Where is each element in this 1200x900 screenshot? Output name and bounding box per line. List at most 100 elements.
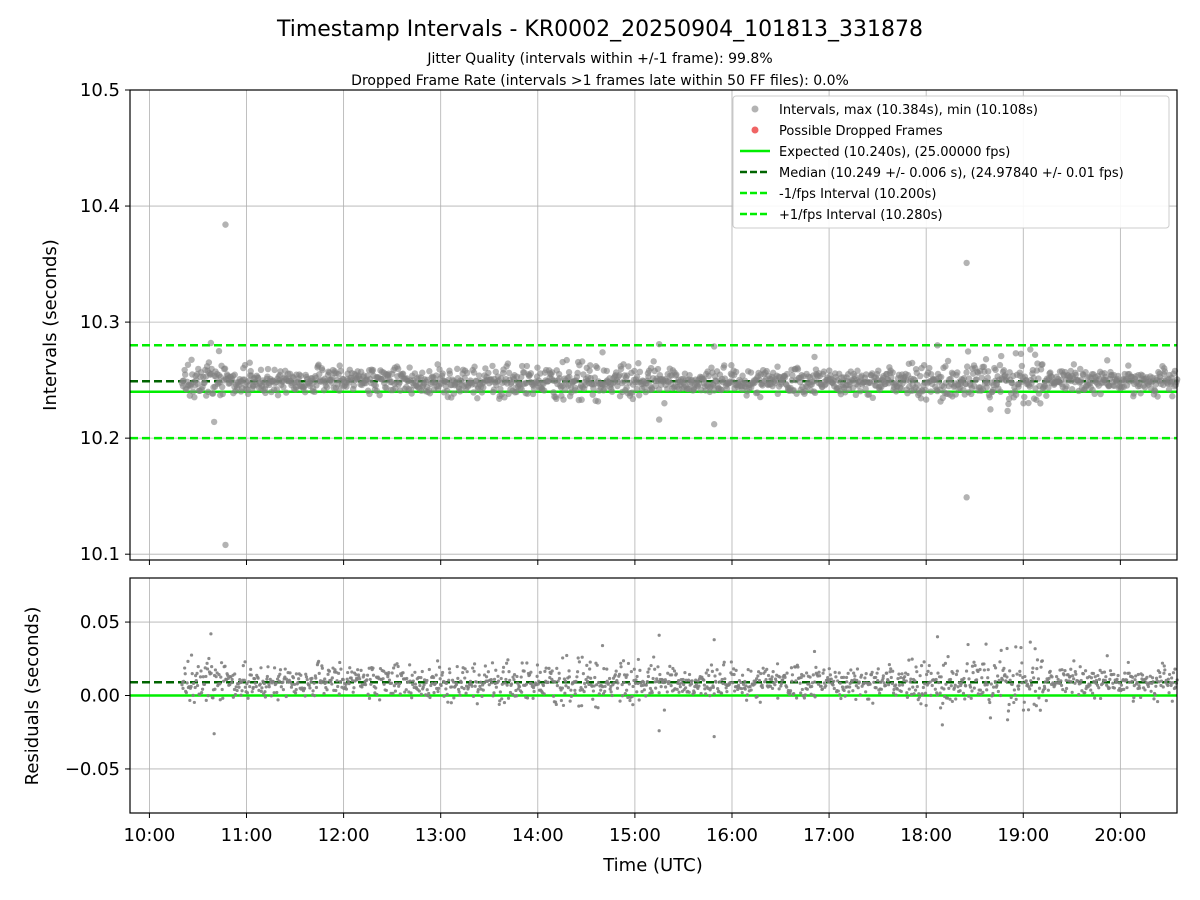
data-point	[678, 685, 682, 689]
data-point	[1078, 665, 1082, 669]
data-point	[494, 668, 498, 672]
data-point	[681, 677, 685, 682]
data-point	[914, 381, 921, 388]
data-point	[470, 389, 477, 396]
data-point	[297, 677, 301, 681]
data-point	[508, 690, 513, 695]
data-point	[487, 683, 491, 687]
data-point	[1025, 682, 1030, 686]
data-point	[998, 693, 1003, 698]
data-point	[867, 697, 871, 701]
data-point	[627, 682, 631, 686]
data-point	[408, 390, 415, 397]
data-point	[394, 365, 402, 373]
data-point	[951, 671, 955, 675]
data-point	[473, 684, 477, 688]
data-point	[1171, 681, 1175, 685]
data-point	[619, 661, 623, 665]
data-point	[819, 684, 823, 688]
data-point	[829, 677, 833, 681]
data-point	[987, 406, 994, 413]
data-point	[245, 691, 250, 695]
data-point	[419, 369, 426, 376]
data-point	[440, 673, 444, 677]
data-point	[428, 695, 432, 700]
data-point	[506, 696, 511, 700]
data-point	[1018, 669, 1022, 673]
data-point	[314, 685, 319, 690]
data-point	[822, 668, 826, 672]
data-point	[775, 662, 780, 666]
data-point	[739, 372, 746, 379]
data-point	[330, 682, 334, 686]
data-point	[708, 364, 715, 371]
data-point-outlier	[982, 356, 990, 363]
data-point	[579, 358, 586, 365]
data-point	[601, 692, 606, 696]
data-point	[740, 691, 744, 695]
data-point	[1166, 677, 1170, 681]
data-point	[462, 687, 466, 691]
data-point	[554, 702, 558, 707]
data-point	[1072, 677, 1076, 681]
data-point	[1125, 686, 1129, 690]
data-point	[468, 679, 473, 683]
data-point	[437, 686, 441, 690]
data-point	[879, 687, 884, 691]
data-point	[1102, 670, 1107, 674]
data-point	[490, 681, 494, 685]
data-point	[1161, 368, 1169, 375]
data-point	[908, 680, 912, 684]
data-point	[702, 678, 706, 682]
data-point	[450, 685, 454, 689]
data-point	[1156, 699, 1160, 704]
data-point	[912, 692, 916, 696]
data-point	[581, 672, 585, 676]
intervals-y-ticks: 10.1 10.2 10.3 10.4 10.5	[80, 80, 130, 565]
data-point	[715, 668, 719, 672]
data-point	[372, 382, 379, 389]
data-point	[613, 673, 617, 677]
data-point	[346, 670, 350, 675]
data-point	[1048, 373, 1056, 381]
data-point	[923, 691, 928, 695]
data-point	[525, 696, 530, 700]
data-point	[579, 685, 583, 690]
data-point	[204, 674, 208, 679]
data-point	[199, 669, 203, 673]
data-point	[324, 680, 329, 684]
data-point	[999, 648, 1003, 652]
data-point	[1151, 680, 1155, 684]
data-point	[354, 673, 358, 677]
data-point	[857, 680, 862, 684]
data-point	[503, 681, 507, 685]
data-point	[249, 673, 253, 677]
data-point	[209, 671, 213, 675]
data-point	[320, 666, 324, 670]
data-point	[444, 687, 448, 691]
data-point-outlier	[222, 221, 229, 228]
data-point	[768, 684, 773, 688]
data-point	[195, 683, 200, 688]
data-point	[831, 683, 835, 687]
data-point	[262, 389, 269, 397]
data-point	[524, 682, 529, 686]
data-point	[281, 687, 285, 692]
data-point	[1165, 386, 1173, 393]
data-point	[638, 668, 642, 672]
data-point	[1000, 678, 1005, 682]
data-point	[351, 690, 355, 694]
data-point	[721, 362, 728, 369]
x-tick-label: 11:00	[221, 825, 273, 846]
data-point	[267, 685, 271, 689]
data-point	[972, 660, 976, 664]
data-point	[243, 660, 247, 664]
data-point	[1125, 362, 1132, 369]
data-point	[1059, 679, 1063, 683]
data-point	[531, 686, 536, 690]
data-point	[534, 364, 541, 371]
data-point	[1028, 380, 1035, 387]
data-point	[1038, 708, 1042, 712]
data-point	[887, 683, 891, 687]
data-point	[868, 682, 872, 686]
